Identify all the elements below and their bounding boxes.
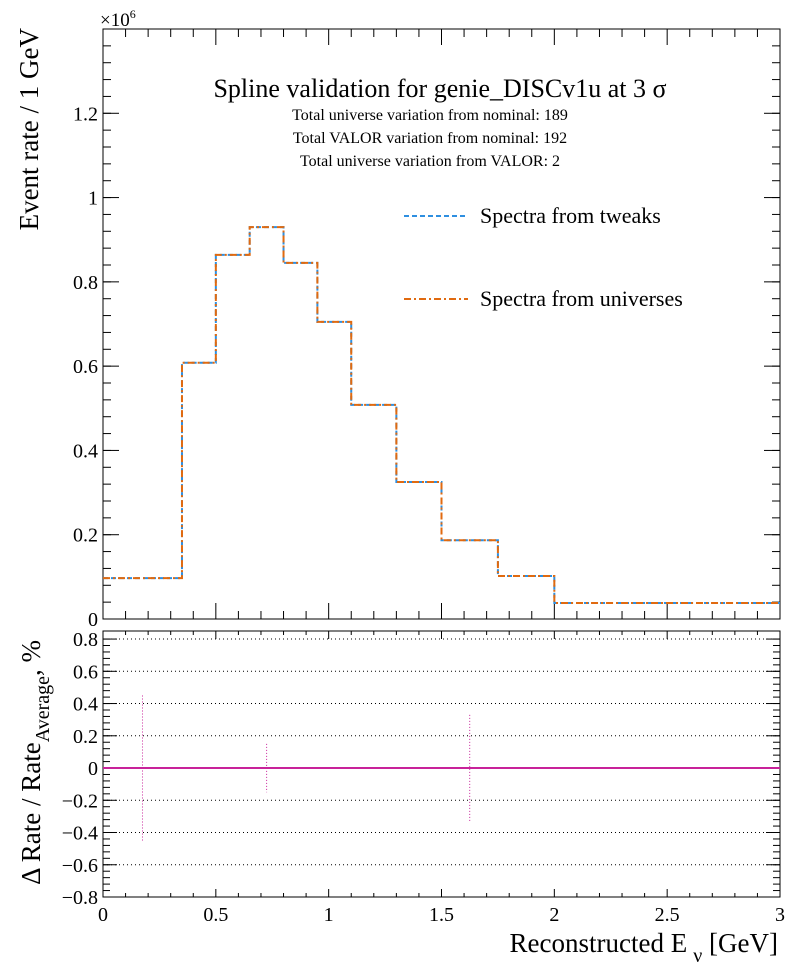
ratio-points-group [103,695,780,841]
legend: Spectra from tweaks Spectra from univers… [404,203,683,311]
chart-title: Spline validation for genie_DISCv1u at 3… [213,74,666,103]
ratio-plot-frame [102,630,781,898]
ratio-y-tick-label: 0 [88,758,98,780]
ratio-y-tick-label: 0.2 [73,726,98,748]
annotation-universe-valor: Total universe variation from VALOR: 2 [300,153,560,170]
legend-label-universes: Spectra from universes [480,286,683,311]
main-y-tick-label: 1.2 [73,103,98,125]
main-y-axis: 0 0.2 0.4 0.6 0.8 1 1.2 [73,28,780,631]
y-exponent-label: ×106 [100,7,136,31]
main-y-tick-label: 0.8 [73,272,98,294]
series-line-universes [103,226,780,604]
ratio-x-tick-label: 0.5 [203,904,228,926]
main-y-tick-label: 0 [88,609,98,631]
ratio-x-tick-label: 1.5 [429,904,454,926]
main-y-tick-label: 0.6 [73,356,98,378]
ratio-x-tick-label: 0 [98,904,108,926]
ratio-y-axis: −0.8 −0.6 −0.4 −0.2 0 0.2 0.4 0.6 0.8 [62,629,780,909]
ratio-x-tick-label: 1 [324,904,334,926]
main-y-tick-label: 1 [88,188,98,210]
main-x-axis-ticks [102,29,781,619]
ratio-y-tick-label: −0.8 [62,887,98,909]
legend-label-tweaks: Spectra from tweaks [480,203,661,228]
annotation-universe-nominal: Total universe variation from nominal: 1… [292,107,568,124]
annotation-valor-nominal: Total VALOR variation from nominal: 192 [293,130,567,147]
series-line-tweaks [103,226,780,604]
main-y-axis-label: Event rate / 1 GeV [14,27,44,230]
ratio-y-tick-label: 0.6 [73,661,98,683]
ratio-x-tick-label: 3 [775,904,785,926]
ratio-x-axis: 0 0.5 1 1.5 2 2.5 3 [98,631,785,926]
ratio-y-tick-label: −0.4 [62,823,98,845]
ratio-x-tick-label: 2 [549,904,559,926]
ratio-x-tick-label: 2.5 [655,904,680,926]
ratio-y-tick-label: 0.4 [73,694,98,716]
main-series-group [103,226,780,604]
main-y-tick-label: 0.4 [73,440,98,462]
main-y-tick-label: 0.2 [73,525,98,547]
ratio-y-tick-label: 0.8 [73,629,98,651]
ratio-y-axis-label: Δ Rate / RateAverage, % [16,640,54,885]
ratio-y-tick-label: −0.2 [62,790,98,812]
ratio-y-tick-label: −0.6 [62,855,98,877]
